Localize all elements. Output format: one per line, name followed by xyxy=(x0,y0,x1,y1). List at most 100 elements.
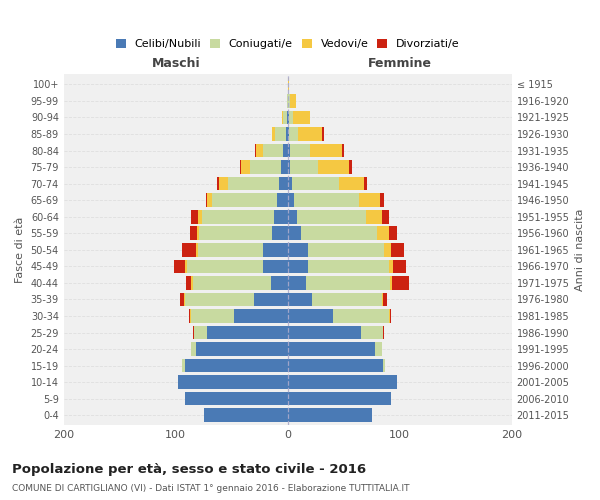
Bar xyxy=(178,376,288,389)
Bar xyxy=(263,260,288,273)
Bar xyxy=(194,326,207,340)
Bar xyxy=(277,194,288,207)
Bar xyxy=(191,210,198,224)
Bar xyxy=(301,226,377,240)
Bar xyxy=(288,160,290,174)
Bar xyxy=(185,392,288,406)
Bar xyxy=(173,260,185,273)
Text: COMUNE DI CARTIGLIANO (VI) - Dati ISTAT 1° gennaio 2016 - Elaborazione TUTTITALI: COMUNE DI CARTIGLIANO (VI) - Dati ISTAT … xyxy=(12,484,409,493)
Bar xyxy=(288,144,290,158)
Bar xyxy=(196,243,198,256)
Bar xyxy=(185,292,254,306)
Bar xyxy=(288,194,295,207)
Bar xyxy=(263,144,283,158)
Bar xyxy=(377,226,389,240)
Bar xyxy=(288,128,289,141)
Bar xyxy=(272,226,288,240)
Bar xyxy=(190,309,191,323)
Bar xyxy=(288,177,292,190)
Bar xyxy=(392,276,409,289)
Bar xyxy=(191,309,234,323)
Bar xyxy=(220,177,229,190)
Bar xyxy=(254,292,288,306)
Bar xyxy=(202,210,274,224)
Bar xyxy=(184,292,185,306)
Bar xyxy=(288,342,375,356)
Bar xyxy=(289,128,298,141)
Bar xyxy=(290,144,310,158)
Bar xyxy=(310,144,341,158)
Bar xyxy=(288,243,308,256)
Bar xyxy=(389,276,392,289)
Bar xyxy=(212,194,277,207)
Bar xyxy=(256,144,263,158)
Bar xyxy=(272,128,275,141)
Bar xyxy=(282,110,283,124)
Bar xyxy=(293,110,310,124)
Bar xyxy=(286,128,288,141)
Bar xyxy=(332,309,389,323)
Bar xyxy=(383,326,384,340)
Bar xyxy=(283,144,288,158)
Text: Popolazione per età, sesso e stato civile - 2016: Popolazione per età, sesso e stato civil… xyxy=(12,462,366,475)
Bar xyxy=(191,342,196,356)
Bar xyxy=(204,408,288,422)
Bar xyxy=(380,194,384,207)
Bar xyxy=(288,392,391,406)
Bar xyxy=(383,359,385,372)
Bar xyxy=(206,194,207,207)
Bar xyxy=(298,128,322,141)
Bar xyxy=(288,210,297,224)
Text: Maschi: Maschi xyxy=(151,56,200,70)
Bar xyxy=(185,359,288,372)
Bar xyxy=(288,226,301,240)
Bar xyxy=(288,326,361,340)
Bar xyxy=(288,260,308,273)
Bar xyxy=(389,309,391,323)
Bar xyxy=(288,408,372,422)
Bar xyxy=(250,160,281,174)
Bar xyxy=(207,194,212,207)
Bar xyxy=(297,210,366,224)
Bar xyxy=(234,309,288,323)
Bar xyxy=(288,309,332,323)
Bar xyxy=(287,94,288,108)
Bar xyxy=(366,210,382,224)
Bar xyxy=(382,210,389,224)
Bar xyxy=(274,210,288,224)
Bar xyxy=(281,160,288,174)
Bar xyxy=(229,177,279,190)
Bar xyxy=(185,260,187,273)
Bar xyxy=(389,226,397,240)
Legend: Celibi/Nubili, Coniugati/e, Vedovi/e, Divorziati/e: Celibi/Nubili, Coniugati/e, Vedovi/e, Di… xyxy=(111,34,464,54)
Text: Femmine: Femmine xyxy=(368,56,432,70)
Bar xyxy=(391,243,404,256)
Bar xyxy=(364,177,367,190)
Bar xyxy=(305,276,389,289)
Bar xyxy=(197,226,199,240)
Bar xyxy=(295,194,359,207)
Bar xyxy=(288,78,289,91)
Bar xyxy=(207,326,288,340)
Bar xyxy=(275,128,286,141)
Bar xyxy=(198,243,263,256)
Bar xyxy=(239,160,241,174)
Bar xyxy=(182,359,185,372)
Bar xyxy=(196,342,288,356)
Bar xyxy=(187,260,263,273)
Bar xyxy=(288,292,313,306)
Bar xyxy=(189,309,190,323)
Bar xyxy=(349,160,352,174)
Bar xyxy=(198,210,202,224)
Bar xyxy=(382,292,383,306)
Bar xyxy=(290,160,318,174)
Bar xyxy=(263,243,288,256)
Bar xyxy=(217,177,220,190)
Bar xyxy=(359,194,380,207)
Bar xyxy=(279,177,288,190)
Bar xyxy=(383,292,388,306)
Bar xyxy=(191,276,193,289)
Bar xyxy=(322,128,323,141)
Bar xyxy=(288,276,305,289)
Bar xyxy=(308,260,389,273)
